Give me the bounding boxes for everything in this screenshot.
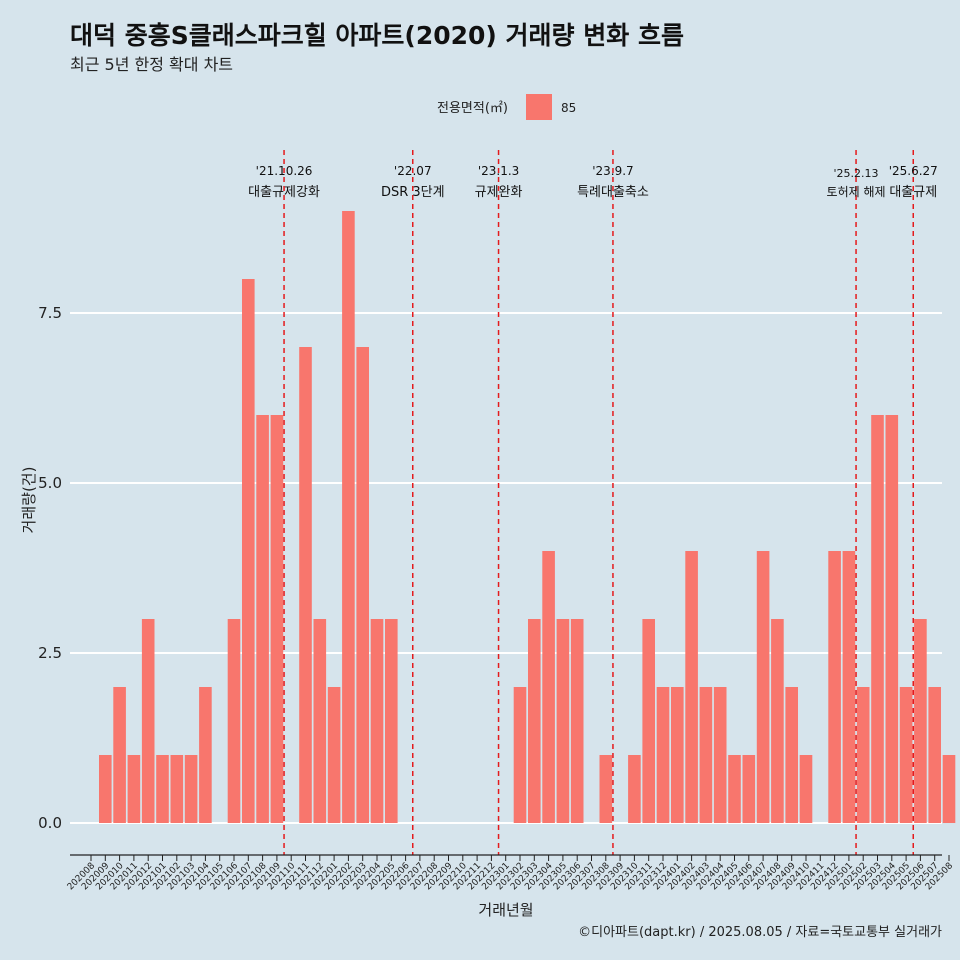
y-tick-label: 7.5	[38, 304, 62, 322]
bar	[156, 755, 169, 823]
bar	[642, 619, 655, 823]
bar	[299, 347, 312, 823]
chart-caption: ©디아파트(dapt.kr) / 2025.08.05 / 자료=국토교통부 실…	[578, 925, 942, 940]
bar	[842, 551, 856, 823]
bar	[771, 619, 784, 823]
event-date-label: '21.10.26	[256, 164, 313, 178]
y-tick-label: 2.5	[38, 644, 62, 662]
bar	[127, 755, 141, 823]
event-date-label: '25.2.13	[834, 167, 879, 180]
event-text-label: 대출규제강화	[248, 185, 320, 200]
y-tick-label: 5.0	[38, 474, 62, 492]
y-axis-label: 거래량(건)	[20, 467, 38, 534]
bar	[856, 687, 870, 823]
bar	[871, 415, 884, 823]
bar	[742, 755, 756, 823]
event-text-label: 특례대출축소	[577, 185, 649, 200]
event-date-label: '23.9.7	[592, 164, 633, 178]
bar	[542, 551, 555, 823]
bar	[828, 551, 841, 823]
bar	[242, 279, 255, 823]
bar	[685, 551, 698, 823]
bar	[699, 687, 713, 823]
event-text-label: 토허제 해제	[827, 185, 886, 199]
bar	[513, 687, 527, 823]
bar	[728, 755, 741, 823]
bar	[914, 619, 927, 823]
bar	[528, 619, 541, 823]
chart-title: 대덕 중흥S클래스파크힐 아파트(2020) 거래량 변화 흐름	[70, 21, 684, 50]
bar	[756, 551, 770, 823]
bar	[313, 619, 327, 823]
bar	[556, 619, 570, 823]
bars	[99, 211, 956, 823]
event-text-label: DSR 3단계	[381, 185, 445, 200]
legend-title: 전용면적(㎡)	[437, 101, 508, 116]
bar	[184, 755, 198, 823]
bar	[656, 687, 670, 823]
event-date-label: '23.1.3	[478, 164, 519, 178]
x-axis: 2020082020092020102020112020122021012021…	[66, 855, 955, 892]
bar	[799, 755, 813, 823]
bar	[785, 687, 798, 823]
bar	[342, 211, 355, 823]
legend: 전용면적(㎡) 85	[437, 94, 576, 120]
event-markers: '21.10.26 대출규제강화 '22.07 DSR 3단계 '23.1.3 규제완화 '…	[248, 150, 938, 855]
bar	[599, 755, 613, 823]
event-date-label: '22.07	[394, 164, 432, 178]
bar	[570, 619, 584, 823]
bar	[327, 687, 341, 823]
y-tick-label: 0.0	[38, 814, 62, 832]
bar	[356, 347, 369, 823]
legend-label: 85	[561, 101, 576, 115]
bar	[671, 687, 684, 823]
legend-swatch	[526, 94, 552, 120]
bar	[942, 755, 956, 823]
bar	[170, 755, 184, 823]
x-axis-label: 거래년월	[478, 901, 533, 919]
bar	[928, 687, 941, 823]
bar	[199, 687, 212, 823]
bar	[628, 755, 641, 823]
bar	[113, 687, 126, 823]
event-date-label: '25.6.27	[889, 164, 938, 178]
bar	[256, 415, 269, 823]
chart-subtitle: 최근 5년 한정 확대 차트	[70, 55, 233, 74]
bar	[141, 619, 155, 823]
bar	[385, 619, 398, 823]
bar	[899, 687, 913, 823]
bar	[270, 415, 284, 823]
bar	[227, 619, 241, 823]
y-axis: 0.0 2.5 5.0 7.5	[38, 304, 62, 832]
event-text-label: 대출규제	[889, 185, 937, 200]
bar	[713, 687, 727, 823]
bar	[99, 755, 112, 823]
bar	[885, 415, 899, 823]
event-text-label: 규제완화	[475, 185, 523, 200]
bar	[370, 619, 384, 823]
